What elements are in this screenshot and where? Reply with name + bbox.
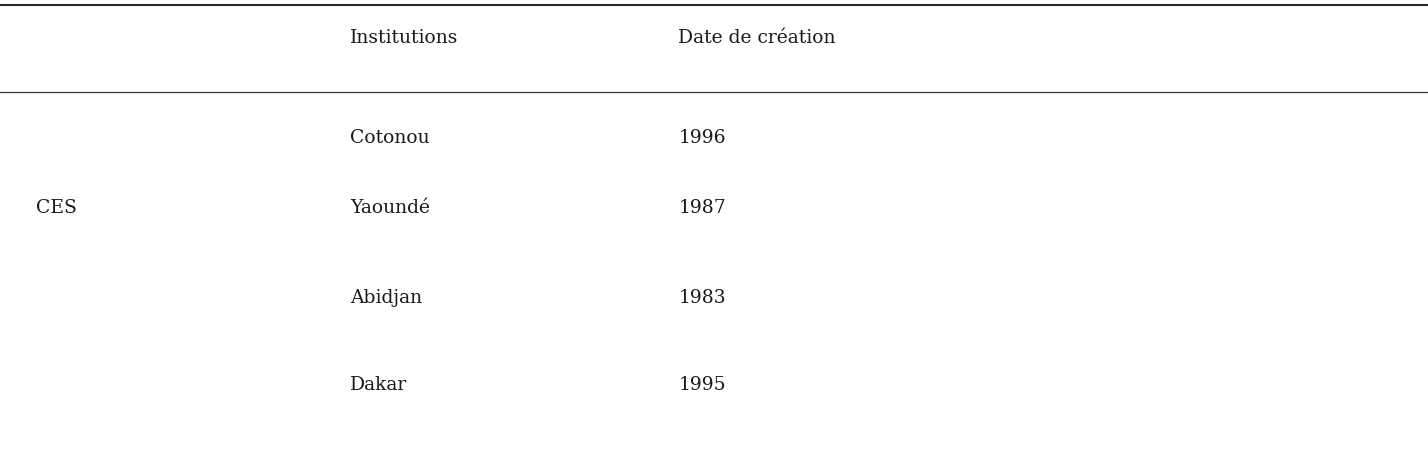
Text: Date de création: Date de création <box>678 29 835 47</box>
Text: 1995: 1995 <box>678 376 725 394</box>
Text: 1996: 1996 <box>678 129 725 147</box>
Text: Abidjan: Abidjan <box>350 289 423 307</box>
Text: Institutions: Institutions <box>350 29 458 47</box>
Text: Yaoundé: Yaoundé <box>350 199 430 217</box>
Text: CES: CES <box>36 199 77 217</box>
Text: 1983: 1983 <box>678 289 725 307</box>
Text: Dakar: Dakar <box>350 376 407 394</box>
Text: Cotonou: Cotonou <box>350 129 430 147</box>
Text: 1987: 1987 <box>678 199 725 217</box>
